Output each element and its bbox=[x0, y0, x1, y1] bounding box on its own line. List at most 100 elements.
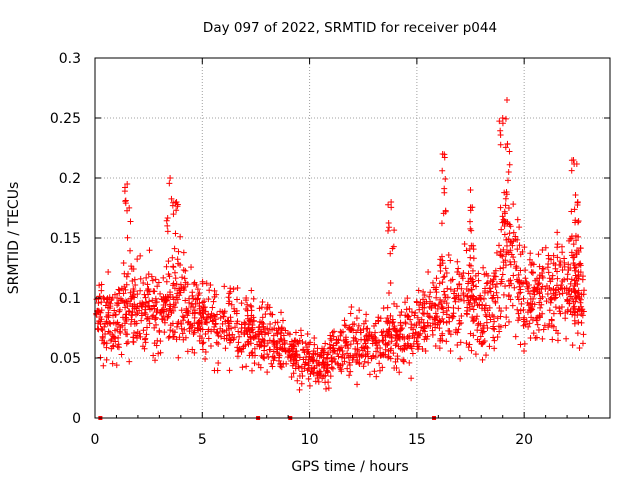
data-point bbox=[327, 332, 334, 339]
data-point bbox=[219, 308, 226, 315]
data-point bbox=[142, 339, 149, 346]
data-point bbox=[385, 348, 392, 355]
data-point bbox=[146, 320, 153, 327]
data-point bbox=[522, 275, 529, 282]
data-point bbox=[420, 288, 427, 295]
data-point bbox=[99, 335, 106, 342]
data-point bbox=[456, 281, 463, 288]
data-point bbox=[552, 265, 559, 272]
data-point bbox=[412, 309, 419, 316]
data-point bbox=[385, 201, 392, 208]
data-point bbox=[323, 385, 330, 392]
data-point bbox=[567, 280, 574, 287]
data-point bbox=[196, 300, 203, 307]
data-point bbox=[291, 351, 298, 358]
data-point bbox=[575, 217, 582, 224]
plot-frame bbox=[94, 57, 611, 419]
data-point bbox=[347, 310, 354, 317]
data-point bbox=[442, 294, 449, 301]
data-point bbox=[164, 293, 171, 300]
data-point bbox=[143, 315, 150, 322]
data-point bbox=[402, 320, 409, 327]
data-point bbox=[406, 359, 413, 366]
data-point bbox=[558, 304, 565, 311]
data-point bbox=[439, 330, 446, 337]
data-point bbox=[288, 373, 295, 380]
data-point bbox=[414, 334, 421, 341]
data-point bbox=[296, 354, 303, 361]
data-point bbox=[269, 311, 276, 318]
data-point bbox=[300, 356, 307, 363]
data-point bbox=[286, 341, 293, 348]
data-point bbox=[133, 305, 140, 312]
data-point bbox=[579, 312, 586, 319]
data-point bbox=[475, 320, 482, 327]
data-point bbox=[396, 369, 403, 376]
data-point bbox=[226, 367, 233, 374]
data-point bbox=[140, 279, 147, 286]
data-point bbox=[556, 308, 563, 315]
data-point bbox=[469, 314, 476, 321]
data-point bbox=[468, 347, 475, 354]
data-point bbox=[368, 355, 375, 362]
data-point bbox=[105, 328, 112, 335]
data-point bbox=[467, 204, 474, 211]
data-point bbox=[385, 219, 392, 226]
data-point bbox=[191, 279, 198, 286]
data-point bbox=[482, 285, 489, 292]
data-point bbox=[445, 304, 452, 311]
data-point bbox=[240, 343, 247, 350]
data-point bbox=[332, 359, 339, 366]
data-point bbox=[109, 343, 116, 350]
data-point bbox=[278, 309, 285, 316]
data-point bbox=[465, 270, 472, 277]
data-point bbox=[206, 287, 213, 294]
data-point bbox=[152, 295, 159, 302]
data-point bbox=[445, 252, 452, 259]
data-point bbox=[210, 298, 217, 305]
data-point bbox=[322, 372, 329, 379]
data-point bbox=[503, 236, 510, 243]
data-point bbox=[393, 328, 400, 335]
data-point bbox=[455, 305, 462, 312]
data-point bbox=[194, 286, 201, 293]
data-point bbox=[433, 294, 440, 301]
data-point bbox=[531, 288, 538, 295]
data-point bbox=[348, 326, 355, 333]
x-tick-labels: 0 5 10 15 20 bbox=[91, 432, 534, 448]
data-point bbox=[387, 279, 394, 286]
data-point bbox=[410, 326, 417, 333]
data-point bbox=[464, 311, 471, 318]
data-point bbox=[483, 319, 490, 326]
data-point bbox=[461, 297, 468, 304]
data-point bbox=[473, 283, 480, 290]
data-point bbox=[370, 337, 377, 344]
data-point bbox=[501, 231, 508, 238]
data-point bbox=[512, 233, 519, 240]
data-point bbox=[125, 307, 132, 314]
data-point bbox=[442, 175, 449, 182]
data-point bbox=[372, 329, 379, 336]
data-point bbox=[527, 300, 534, 307]
data-point bbox=[463, 247, 470, 254]
data-point bbox=[372, 320, 379, 327]
data-point bbox=[202, 330, 209, 337]
data-point bbox=[143, 274, 150, 281]
data-point bbox=[568, 208, 575, 215]
data-point bbox=[182, 334, 189, 341]
data-point bbox=[144, 315, 151, 322]
data-point bbox=[373, 348, 380, 355]
data-point bbox=[461, 240, 468, 247]
data-point bbox=[452, 298, 459, 305]
data-point bbox=[161, 317, 168, 324]
data-point bbox=[496, 118, 503, 125]
data-point bbox=[173, 207, 180, 214]
data-point bbox=[203, 280, 210, 287]
data-point bbox=[247, 340, 254, 347]
data-point bbox=[173, 281, 180, 288]
data-point bbox=[463, 286, 470, 293]
data-point bbox=[167, 175, 174, 181]
data-point bbox=[266, 304, 273, 311]
data-point bbox=[507, 258, 514, 265]
